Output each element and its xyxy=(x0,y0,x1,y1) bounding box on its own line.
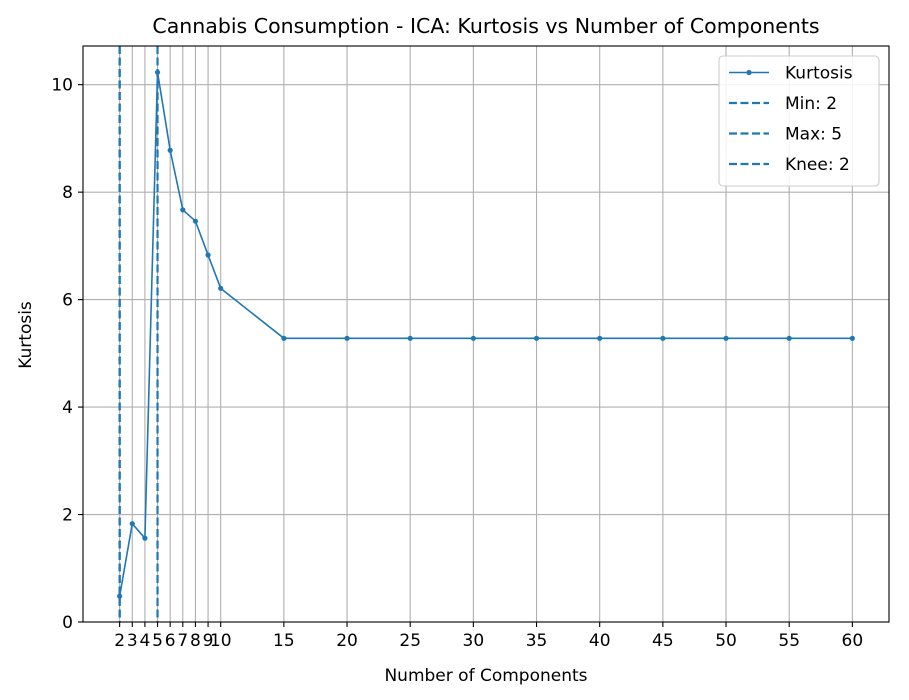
x-tick-label: 3 xyxy=(127,631,138,651)
x-tick-label: 20 xyxy=(336,631,358,651)
x-tick-label: 60 xyxy=(842,631,864,651)
x-tick-label: 9 xyxy=(203,631,214,651)
x-tick-label: 55 xyxy=(778,631,800,651)
x-tick-label: 40 xyxy=(589,631,611,651)
series-layer xyxy=(117,69,855,599)
reference-lines xyxy=(118,46,159,622)
x-tick-label: 7 xyxy=(177,631,188,651)
x-tick-label: 5 xyxy=(152,631,163,651)
x-tick-label: 35 xyxy=(526,631,548,651)
data-point xyxy=(218,285,224,291)
x-tick-label: 10 xyxy=(210,631,232,651)
data-point xyxy=(281,335,287,341)
data-point xyxy=(344,335,350,341)
x-tick-label: 30 xyxy=(463,631,485,651)
data-point xyxy=(660,335,666,341)
x-tick-label: 8 xyxy=(190,631,201,651)
y-axis-label: Kurtosis xyxy=(16,301,36,369)
y-tick-label: 2 xyxy=(62,506,73,526)
plot-frame xyxy=(82,45,890,623)
legend-label: Knee: 2 xyxy=(785,155,850,175)
data-point xyxy=(129,521,135,527)
data-point xyxy=(167,147,173,153)
y-tick-label: 0 xyxy=(62,613,73,633)
legend-label: Kurtosis xyxy=(785,64,853,84)
data-point xyxy=(180,207,186,213)
y-tick-label: 10 xyxy=(51,76,73,96)
y-tick-label: 8 xyxy=(62,183,73,203)
x-tick-label: 45 xyxy=(652,631,674,651)
y-tick-label: 6 xyxy=(62,291,73,311)
legend-label: Min: 2 xyxy=(785,94,837,114)
legend-box xyxy=(718,55,880,187)
legend-label: Max: 5 xyxy=(785,125,842,145)
x-tick-label: 2 xyxy=(114,631,125,651)
data-point xyxy=(849,335,855,341)
x-tick-label: 4 xyxy=(139,631,150,651)
chart-title: Cannabis Consumption - ICA: Kurtosis vs … xyxy=(152,14,819,38)
data-point xyxy=(117,593,123,599)
data-point xyxy=(597,335,603,341)
data-point xyxy=(205,252,211,258)
data-point xyxy=(407,335,413,341)
x-axis-label: Number of Components xyxy=(384,666,587,686)
x-axis-ticks: 2 3 4 5 6 7 8 910 15 20 25 30 35 40 45 50 55 60 xyxy=(114,622,863,651)
data-point xyxy=(533,335,540,341)
data-point xyxy=(470,335,476,341)
x-tick-label: 50 xyxy=(715,631,737,651)
data-point xyxy=(192,218,199,224)
x-tick-label: 15 xyxy=(273,631,295,651)
legend-swatch-marker xyxy=(746,69,752,76)
x-tick-label: 25 xyxy=(399,631,421,651)
y-axis-ticks: 0 2 4 6 8 10 xyxy=(51,76,83,633)
legend: Kurtosis Min: 2 Max: 5 Knee: 2 xyxy=(718,55,880,187)
y-tick-label: 4 xyxy=(62,398,73,418)
data-point xyxy=(723,335,729,341)
data-point xyxy=(786,335,792,341)
data-point xyxy=(154,69,161,75)
data-point xyxy=(142,535,148,541)
x-tick-label: 6 xyxy=(165,631,176,651)
